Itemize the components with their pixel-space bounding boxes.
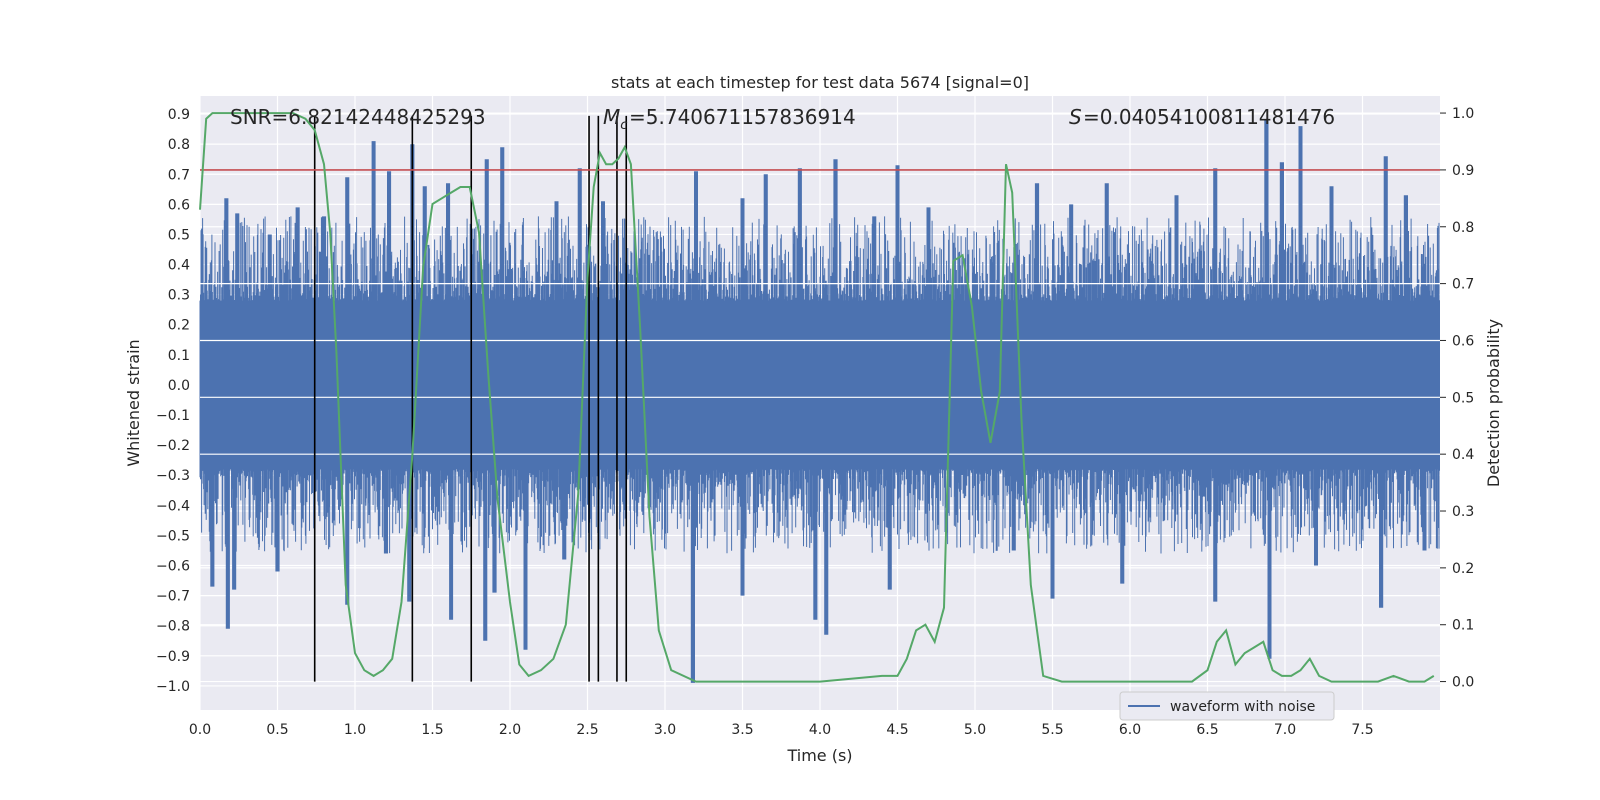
y-tick-label-right: 0.9 [1452,163,1474,179]
x-tick-label: 2.5 [576,722,598,738]
probability-line [199,112,1435,683]
x-tick-label: 1.5 [421,722,443,738]
x-tick-label: 3.0 [654,722,676,738]
y-tick-label-left: −0.9 [156,649,190,665]
y-tick-label-left: 0.6 [168,197,190,213]
y-tick-label-right: 0.3 [1452,504,1474,520]
y-tick-label-left: −0.3 [156,468,190,484]
x-tick-label: 0.5 [266,722,288,738]
legend-label: waveform with noise [1170,699,1315,715]
y-tick-label-left: 0.8 [168,137,190,153]
x-tick-label: 6.0 [1119,722,1141,738]
y-tick-label-left: 0.4 [168,258,190,274]
y-tick-label-left: −0.6 [156,559,190,575]
y-tick-label-left: −0.1 [156,408,190,424]
y-tick-label-left: 0.0 [168,378,190,394]
y-tick-label-left: −0.4 [156,498,190,514]
y-tick-label-left: 0.9 [168,107,190,123]
chirp-mass-annotation: =5.740671157836914 [629,105,856,129]
y-tick-label-left: −0.7 [156,589,190,605]
probability-series [199,112,1435,683]
x-tick-label: 4.5 [886,722,908,738]
s-symbol: S [1069,105,1082,129]
x-tick-label: 7.0 [1274,722,1296,738]
y-tick-label-right: 0.1 [1452,618,1474,634]
y-tick-label-right: 0.4 [1452,447,1474,463]
y-tick-label-left: 0.2 [168,318,190,334]
x-tick-label: 6.5 [1196,722,1218,738]
y-tick-label-left: −0.8 [156,619,190,635]
legend: waveform with noise [1119,691,1335,721]
y-tick-label-right: 0.0 [1452,675,1474,691]
y-tick-label-left: 0.7 [168,167,190,183]
x-tick-label: 3.5 [731,722,753,738]
vertical-markers [313,115,628,682]
x-tick-label: 5.5 [1041,722,1063,738]
y-tick-label-left: 0.1 [168,348,190,364]
s-annotation: =0.04054100811481476 [1083,105,1335,129]
x-axis-label: Time (s) [786,746,852,765]
x-tick-label: 5.0 [964,722,986,738]
x-tick-label: 2.0 [499,722,521,738]
x-tick-label: 7.5 [1351,722,1373,738]
x-tick-label: 0.0 [189,722,211,738]
y-tick-label-right: 0.6 [1452,333,1474,349]
tick-labels: 0.0 0.5 1.0 1.5 2.0 2.5 3.0 3.5 4.0 4.5 5.0 5.5 6.0 6… [156,106,1474,738]
y-axis-label-right: Detection probability [1484,319,1503,487]
y-tick-label-left: −0.2 [156,438,190,454]
y-tick-label-left: −0.5 [156,528,190,544]
x-tick-label: 1.0 [344,722,366,738]
chart-title: stats at each timestep for test data 567… [611,73,1029,92]
x-tick-label: 4.0 [809,722,831,738]
snr-annotation: SNR=6.82142448425293 [230,105,486,129]
y-tick-label-left: 0.3 [168,288,190,304]
y-tick-label-right: 0.2 [1452,561,1474,577]
y-tick-label-right: 0.7 [1452,277,1474,293]
y-tick-label-right: 1.0 [1452,106,1474,122]
y-tick-label-right: 0.5 [1452,390,1474,406]
y-tick-label-right: 0.8 [1452,220,1474,236]
legend-box [1119,691,1335,721]
y-tick-label-left: −1.0 [156,679,190,695]
y-axis-label-left: Whitened strain [124,339,143,466]
y-tick-label-left: 0.5 [168,227,190,243]
